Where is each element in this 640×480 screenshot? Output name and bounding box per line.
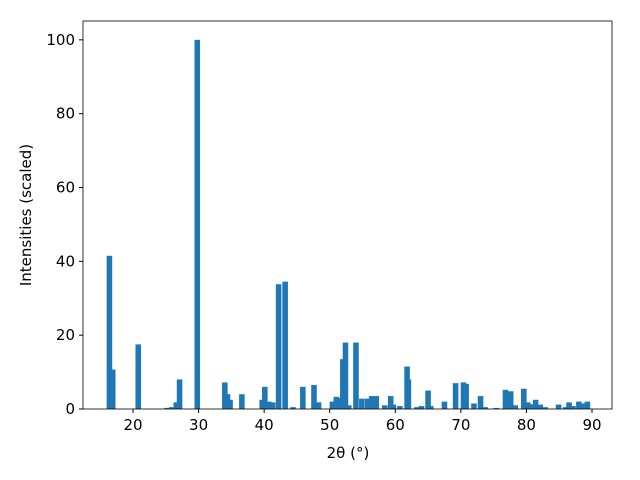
bar — [584, 401, 591, 409]
bar — [542, 407, 549, 409]
bar — [482, 407, 488, 409]
bar — [168, 407, 175, 409]
bar — [282, 281, 288, 409]
x-tick-label: 30 — [189, 416, 208, 434]
bar — [507, 391, 514, 409]
x-tick-label: 50 — [320, 416, 339, 434]
bar — [570, 406, 576, 409]
x-tick-label: 60 — [386, 416, 405, 434]
bar — [382, 405, 388, 409]
bar — [368, 396, 375, 409]
bar — [414, 407, 420, 409]
y-tick-label: 0 — [65, 400, 75, 418]
x-axis-label: 2θ (°) — [327, 444, 370, 462]
bar — [512, 405, 519, 409]
bar — [311, 385, 317, 409]
bar — [477, 396, 484, 409]
bar — [387, 396, 394, 409]
bar — [135, 344, 142, 409]
bar — [227, 399, 233, 409]
x-tick-label: 40 — [255, 416, 274, 434]
bar — [537, 404, 543, 409]
bar — [176, 379, 183, 409]
bar — [555, 404, 562, 409]
bar — [390, 404, 397, 409]
bar — [418, 406, 425, 409]
bar — [463, 383, 469, 409]
y-tick-label: 40 — [56, 252, 75, 270]
bar — [562, 407, 569, 409]
bar — [576, 401, 582, 409]
bar — [579, 403, 585, 409]
bar — [493, 407, 500, 409]
bar — [471, 403, 477, 409]
bar — [275, 284, 282, 409]
bar — [194, 39, 201, 409]
bar — [290, 407, 296, 409]
bar — [239, 394, 245, 409]
bar — [528, 404, 535, 409]
bar — [359, 398, 365, 409]
bar — [315, 402, 322, 409]
bar — [173, 402, 180, 409]
y-tick-label: 60 — [56, 178, 75, 196]
y-tick-label: 20 — [56, 326, 75, 344]
bar — [502, 389, 509, 409]
bar — [300, 386, 306, 409]
bar — [521, 388, 527, 409]
bar — [265, 401, 272, 409]
x-tick-label: 90 — [582, 416, 601, 434]
bar — [269, 402, 276, 409]
bar — [329, 401, 336, 409]
bar — [164, 407, 170, 409]
bar — [405, 379, 412, 409]
bar — [524, 402, 531, 409]
bar — [397, 406, 403, 409]
bar — [425, 390, 431, 409]
bar — [336, 397, 342, 409]
bar — [373, 396, 380, 409]
y-tick-label: 80 — [56, 105, 75, 123]
bar — [364, 398, 371, 409]
bar — [345, 405, 352, 409]
bar — [353, 342, 359, 409]
bar — [452, 383, 459, 409]
x-tick-label: 70 — [451, 416, 470, 434]
bar — [342, 342, 349, 409]
bar — [427, 406, 434, 409]
plot-frame — [82, 20, 613, 410]
y-tick-label: 100 — [46, 31, 75, 49]
x-tick-label: 80 — [517, 416, 536, 434]
bar — [566, 402, 572, 409]
bar — [262, 386, 268, 409]
bar — [441, 401, 448, 409]
bar — [109, 369, 116, 409]
bar — [106, 255, 113, 409]
bar — [532, 399, 539, 409]
x-tick-label: 20 — [123, 416, 142, 434]
y-axis-label: Intensities (scaled) — [17, 144, 35, 286]
